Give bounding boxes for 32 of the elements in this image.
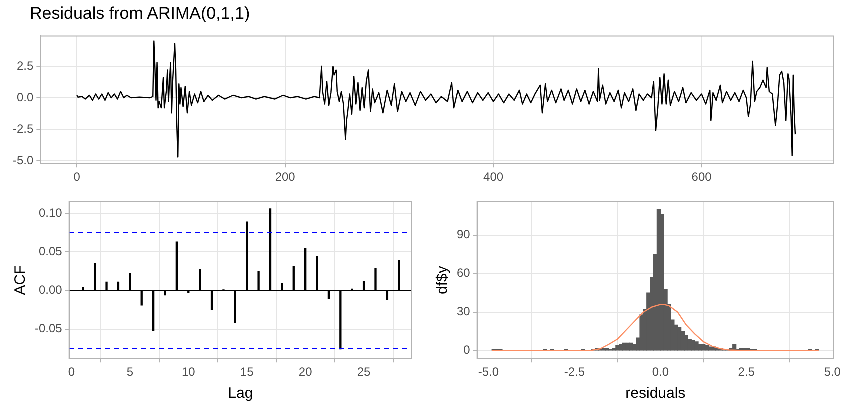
x-tick-label: 25 — [357, 365, 372, 380]
x-tick-label: 400 — [484, 170, 504, 184]
y-tick-label: 0.05 — [38, 244, 63, 258]
x-tick-label: 600 — [692, 170, 712, 184]
y-axis-title: ACF — [12, 265, 30, 296]
x-tick-label: 5.0 — [824, 365, 842, 380]
x-axis-title: Lag — [228, 385, 254, 402]
x-tick-label: 15 — [240, 365, 254, 380]
x-tick-label: 5 — [126, 365, 134, 380]
y-tick-label: 60 — [456, 266, 471, 280]
chart-title: Residuals from ARIMA(0,1,1) — [29, 3, 252, 25]
y-tick-label: 0.00 — [38, 283, 63, 298]
y-tick-label: 30 — [456, 304, 471, 319]
y-tick-label: -2.5 — [12, 122, 34, 136]
x-tick-label: -2.5 — [564, 365, 586, 380]
y-tick-label: -0.05 — [34, 322, 63, 336]
y-tick-label: 0.0 — [16, 90, 34, 104]
y-tick-label: -5.0 — [12, 153, 34, 168]
y-tick-label: 90 — [456, 228, 471, 242]
x-tick-label: 20 — [298, 365, 313, 380]
y-tick-label: 0.10 — [38, 206, 63, 220]
x-tick-label: 0.0 — [652, 365, 670, 380]
y-tick-label: 0 — [464, 343, 471, 358]
x-tick-label: 0 — [74, 170, 81, 184]
x-tick-label: 0 — [68, 365, 76, 380]
x-tick-label: 2.5 — [738, 365, 756, 380]
x-tick-label: 10 — [182, 365, 196, 380]
y-axis-title: df$y — [434, 266, 452, 294]
y-tick-label: 2.5 — [16, 58, 34, 73]
x-tick-label: -5.0 — [478, 365, 500, 380]
x-axis-title: residuals — [626, 385, 686, 402]
x-tick-label: 200 — [275, 170, 296, 184]
